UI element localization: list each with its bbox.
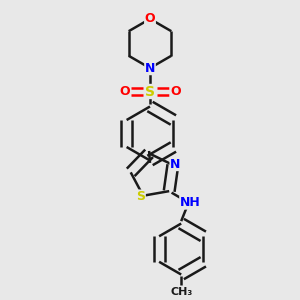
Text: O: O <box>170 85 181 98</box>
Text: CH₃: CH₃ <box>170 286 192 297</box>
Text: NH: NH <box>180 196 201 209</box>
Text: S: S <box>145 85 155 98</box>
Text: S: S <box>136 190 145 203</box>
Text: O: O <box>119 85 130 98</box>
Text: N: N <box>170 158 181 170</box>
Text: O: O <box>145 12 155 26</box>
Text: N: N <box>145 61 155 75</box>
